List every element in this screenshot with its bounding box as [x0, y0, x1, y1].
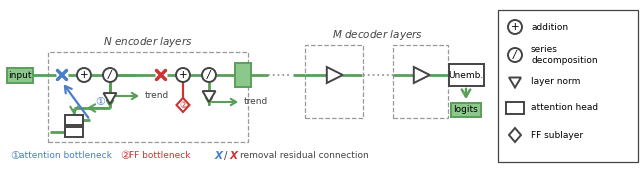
Text: /: / [224, 151, 227, 161]
Bar [393, 45, 448, 118]
Polygon shape [202, 91, 216, 102]
Text: +: + [80, 70, 88, 80]
Text: ②: ② [120, 151, 130, 161]
Text: /: / [108, 70, 112, 80]
Text: trend: trend [145, 91, 169, 100]
Bar [65, 127, 83, 137]
Text: X: X [230, 151, 238, 161]
Text: FF bottleneck: FF bottleneck [129, 151, 191, 160]
Polygon shape [104, 93, 116, 104]
Text: ①: ① [95, 97, 105, 107]
Text: +: + [179, 70, 188, 80]
Text: removal residual connection: removal residual connection [240, 151, 369, 160]
Bar [449, 64, 483, 86]
Text: ②: ② [179, 101, 187, 110]
Text: addition: addition [531, 22, 568, 31]
Polygon shape [414, 67, 430, 83]
Bar [451, 103, 481, 117]
Bar [65, 115, 83, 125]
Circle shape [103, 68, 117, 82]
Bar [506, 102, 524, 114]
Bar [498, 10, 638, 162]
Text: $M$ decoder layers: $M$ decoder layers [332, 28, 423, 42]
Text: /: / [513, 50, 516, 60]
Polygon shape [327, 67, 343, 83]
Text: Unemb.: Unemb. [449, 71, 484, 80]
Text: series
decomposition: series decomposition [531, 45, 598, 65]
Circle shape [176, 68, 190, 82]
Bar [7, 67, 33, 82]
Text: logits: logits [454, 106, 478, 115]
Text: /: / [207, 70, 211, 80]
Bar [235, 63, 251, 87]
Polygon shape [509, 128, 521, 142]
Circle shape [508, 48, 522, 62]
Text: FF sublayer: FF sublayer [531, 131, 583, 140]
Text: trend: trend [244, 98, 268, 106]
Circle shape [77, 68, 91, 82]
Bar [305, 45, 363, 118]
Polygon shape [177, 98, 189, 112]
Text: layer norm: layer norm [531, 78, 580, 87]
Text: $N$ encoder layers: $N$ encoder layers [103, 35, 193, 49]
Circle shape [202, 68, 216, 82]
Text: attention head: attention head [531, 104, 598, 113]
Polygon shape [509, 78, 521, 88]
Text: X: X [215, 151, 223, 161]
Circle shape [508, 20, 522, 34]
Text: ①: ① [10, 151, 20, 161]
Text: input: input [8, 71, 32, 80]
Text: attention bottleneck: attention bottleneck [19, 151, 112, 160]
Bar [48, 52, 248, 142]
Text: +: + [511, 22, 519, 32]
